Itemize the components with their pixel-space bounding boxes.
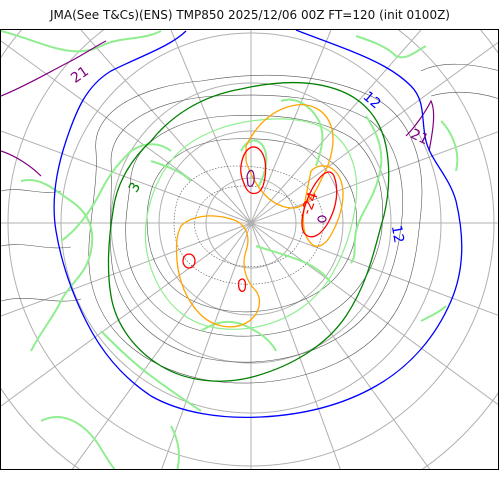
isotherm-12 [53, 30, 463, 418]
meridian [250, 30, 332, 224]
coastline [170, 425, 180, 469]
minor-contour [88, 74, 423, 384]
meridian [1, 222, 252, 407]
isotherm-minus15-east [302, 165, 344, 247]
label-21-east: 21 [408, 126, 431, 148]
isotherm-21-southwest [1, 150, 42, 177]
meridian [250, 222, 431, 469]
isotherm-minus33-north [246, 169, 255, 187]
label-3-west: 3 [126, 180, 144, 196]
label-12-east: 12 [388, 224, 407, 244]
coastline [280, 98, 324, 167]
dotted-contours [173, 165, 324, 285]
isotherm-minus6 [144, 118, 358, 330]
coastline [200, 320, 277, 352]
label-21-west: 21 [68, 63, 92, 86]
isotherm-minus15-north [245, 104, 334, 209]
coastline [20, 179, 94, 352]
coastline [355, 35, 427, 59]
minor-contour [420, 63, 498, 99]
minor-contour [109, 94, 403, 363]
meridian [170, 30, 252, 224]
meridian [1, 40, 252, 224]
meridian [71, 222, 252, 469]
chart-title: JMA(See T&Cs)(ENS) TMP850 2025/12/06 00Z… [50, 8, 450, 22]
coastline [150, 160, 192, 182]
map-panel[interactable]: 21 21 12 12 3 -24 [0, 29, 499, 470]
isotherm-minus33 [246, 169, 327, 223]
contour-labels: 21 21 12 12 3 -24 [68, 63, 431, 244]
meridian [250, 30, 422, 224]
meridians [1, 30, 498, 469]
isotherm-3 [107, 81, 390, 382]
coastline [40, 416, 116, 469]
coastline [350, 115, 383, 264]
meridian [1, 130, 252, 224]
coastline [255, 245, 332, 284]
meridian [250, 222, 498, 316]
isotherm-minus15-south [175, 215, 260, 328]
meridian [1, 222, 252, 317]
dotted-contour [173, 165, 324, 285]
isotherm-minus24-north [240, 146, 267, 195]
isotherm-21-east [405, 99, 435, 152]
polar-map: 21 21 12 12 3 -24 [1, 30, 498, 469]
coastlines [1, 30, 459, 469]
coastline [1, 30, 162, 53]
isotherm-minus24-small [237, 278, 247, 292]
isotherm-21 [1, 40, 435, 177]
minor-contour [146, 138, 357, 313]
coastline [440, 120, 459, 172]
coastline [100, 330, 202, 412]
coastline [60, 143, 172, 242]
isotherm-21-west [1, 40, 107, 97]
isotherm-minus24-south [182, 253, 196, 269]
isotherm-minus15 [175, 104, 344, 328]
dotted-contour [194, 185, 304, 267]
meridian [250, 131, 498, 224]
isotherm-minus33-east [317, 215, 327, 223]
meridian [80, 30, 252, 224]
coastline [420, 305, 447, 322]
isotherm-minus24 [182, 146, 338, 292]
meridian [161, 222, 252, 469]
meridian [250, 222, 498, 406]
meridian [250, 222, 341, 469]
minor-contour [1, 189, 82, 302]
isotherm-minus24-east [301, 171, 338, 238]
label-minus24-east: -24 [299, 190, 322, 217]
label-12-north: 12 [360, 89, 384, 113]
